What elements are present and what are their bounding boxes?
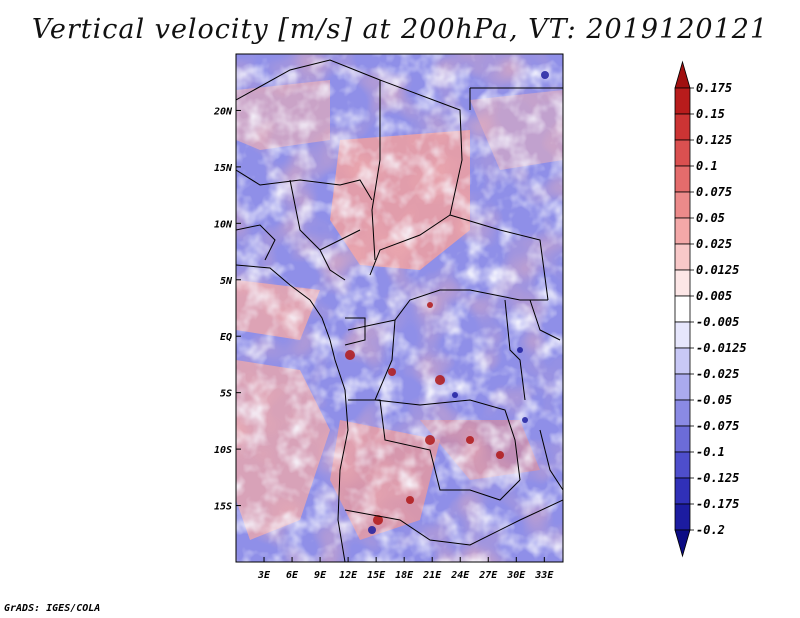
lon-label: 30E — [506, 570, 526, 581]
lat-label: 10N — [214, 219, 233, 230]
colorbar-label: 0.025 — [696, 237, 732, 251]
lon-label: 3E — [257, 570, 271, 581]
colorbar-label: -0.075 — [696, 419, 739, 433]
colorbar-label: -0.025 — [696, 367, 739, 381]
colorbar-swatch — [674, 451, 691, 479]
colorbar-label: 0.125 — [696, 133, 732, 147]
colorbar-label: 0.075 — [696, 185, 732, 199]
colorbar-label: -0.1 — [696, 445, 725, 459]
colorbar-swatch — [674, 269, 691, 297]
colorbar-swatch — [674, 165, 691, 193]
colorbar-label: -0.125 — [696, 471, 739, 485]
lat-label: 15S — [214, 502, 232, 513]
colorbar-label: -0.0125 — [696, 341, 747, 355]
colorbar-label: -0.175 — [696, 497, 739, 511]
colorbar-swatch — [674, 217, 691, 245]
velocity-field — [236, 54, 563, 562]
map-frame — [235, 53, 564, 563]
longitude-axis: 3E 6E 9E 12E 15E 18E 21E 24E 27E 30E 33E — [257, 557, 554, 581]
colorbar-swatch — [674, 113, 691, 141]
colorbar-label: 0.05 — [696, 211, 725, 225]
colorbar-label: 0.0125 — [696, 263, 739, 277]
colorbar-swatch — [674, 60, 691, 89]
colorbar-label: -0.05 — [696, 393, 732, 407]
colorbar-swatch — [674, 321, 691, 349]
lon-label: 18E — [395, 570, 414, 581]
country-borders — [236, 59, 563, 562]
colorbar-swatch — [674, 503, 691, 531]
lon-label: 33E — [534, 570, 554, 581]
colorbar-swatch — [674, 529, 691, 558]
colorbar-swatch — [674, 139, 691, 167]
colorbar-label: 0.1 — [696, 159, 718, 173]
colorbar-swatch — [674, 243, 691, 271]
colorbar-label: 0.005 — [696, 289, 732, 303]
lon-label: 6E — [286, 570, 299, 581]
colorbar-swatch — [674, 87, 691, 115]
colorbar-swatch — [674, 477, 691, 505]
chart-title: Vertical velocity [m/s] at 200hPa, VT: 2… — [31, 14, 769, 45]
colorbar-label: 0.15 — [696, 107, 725, 121]
latitude-axis: 20N 15N 10N 5N EQ 5S 10S 15S — [213, 106, 241, 513]
lat-label: 5S — [220, 389, 232, 400]
colorbar-swatch — [674, 295, 691, 323]
lat-label: 10S — [214, 445, 232, 456]
colorbar-swatch — [674, 347, 691, 375]
colorbar-swatch — [674, 191, 691, 219]
colorbar-swatch — [674, 425, 691, 453]
lon-label: 21E — [422, 570, 442, 581]
software-credit: GrADS: IGES/COLA — [4, 603, 101, 614]
lon-label: 15E — [367, 570, 386, 581]
lat-label: 5N — [220, 276, 233, 287]
colorbar-label: -0.005 — [696, 315, 739, 329]
lat-label: EQ — [220, 332, 232, 343]
colorbar-swatch — [674, 399, 691, 427]
lon-label: 9E — [314, 570, 327, 581]
colorbar-label: -0.2 — [696, 523, 725, 537]
colorbar-swatch — [674, 373, 691, 401]
lon-label: 24E — [450, 570, 470, 581]
lat-label: 20N — [213, 106, 233, 117]
colorbar: 0.175 0.15 0.125 0.1 0.075 0.05 0.025 0.0125 0.0… — [674, 60, 747, 558]
lon-label: 27E — [478, 570, 498, 581]
lon-label: 12E — [339, 570, 358, 581]
colorbar-label: 0.175 — [696, 81, 732, 95]
lat-label: 15N — [214, 163, 233, 174]
